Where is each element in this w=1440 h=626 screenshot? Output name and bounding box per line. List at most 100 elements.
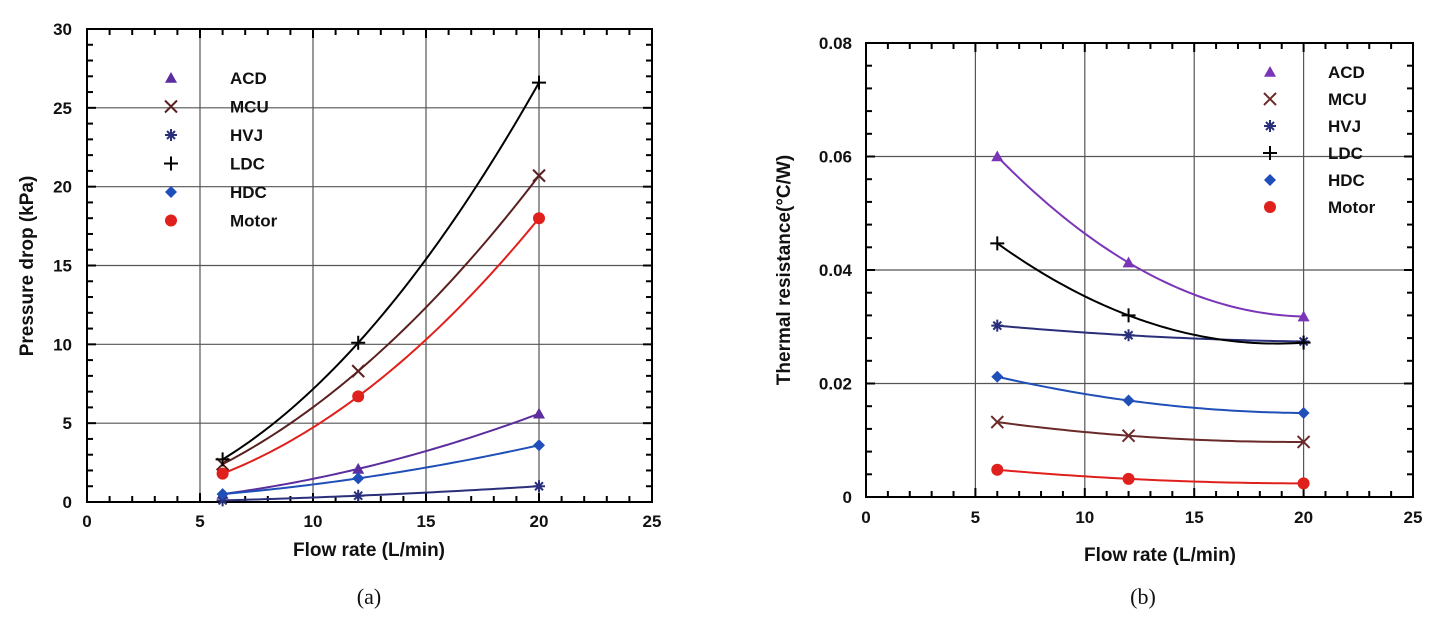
data-point-motor (1122, 472, 1135, 485)
data-point-ldc (215, 452, 230, 467)
data-point-ldc (1121, 308, 1136, 323)
legend-marker-ldc (164, 156, 178, 171)
legend-label: HDC (230, 183, 267, 202)
series-line-acd (222, 412, 540, 496)
data-point-hdc (1297, 407, 1310, 420)
chart-b: 0 5 10 15 20 25 0 0.02 0.04 0.06 0.08 Flow rate (L/… (774, 34, 1422, 609)
data-point-hdc (352, 472, 365, 485)
series-line-acd (996, 155, 1304, 318)
x-tick-label: 15 (417, 512, 436, 531)
series-line-mcu (997, 421, 1304, 443)
data-point-acd (533, 407, 545, 419)
legend-marker-motor (165, 214, 177, 227)
data-point-motor (352, 390, 365, 403)
legend-marker-mcu (164, 99, 178, 114)
legend-label: LDC (1328, 144, 1363, 163)
y-tick-label: 0 (63, 493, 72, 512)
data-point-acd (1122, 256, 1135, 268)
y-tick-label: 25 (53, 99, 72, 118)
data-point-hdc (1122, 394, 1135, 407)
legend-marker-ldc (1263, 146, 1277, 160)
x-tick-label: 0 (861, 508, 870, 527)
legend-marker-acd (1264, 66, 1276, 77)
legend: ACD MCU HVJ LDC HDC Motor (1263, 63, 1376, 217)
y-tick-label: 5 (63, 414, 72, 433)
x-axis-title: Flow rate (L/min) (1084, 545, 1236, 566)
series-line-motor (222, 217, 540, 475)
legend-label: Motor (1328, 198, 1376, 217)
data-point-ldc (351, 335, 366, 350)
data-point-mcu (1121, 429, 1136, 443)
x-tick-label: 25 (643, 512, 662, 531)
legend-label: Motor (230, 212, 278, 231)
legend-marker-acd (165, 72, 177, 83)
series-line-hdc (222, 444, 540, 496)
y-tick-label: 0.08 (819, 34, 852, 53)
y-tick-label: 10 (53, 335, 72, 354)
data-point-ldc (532, 75, 546, 90)
x-tick-label: 0 (82, 512, 91, 531)
series-line-hdc (997, 375, 1304, 415)
x-tick-label: 25 (1404, 508, 1423, 527)
y-tick-label: 0 (843, 488, 852, 507)
data-point-hvj (1122, 329, 1135, 342)
data-point-motor (216, 467, 229, 480)
data-point-mcu (1296, 435, 1311, 449)
series-line-mcu (222, 175, 540, 466)
data-point-hdc (533, 439, 545, 452)
legend-label: MCU (1328, 90, 1367, 109)
y-axis-title: Thermal resistance(°C/W) (774, 155, 795, 385)
x-tick-label: 15 (1185, 508, 1204, 527)
series-line-motor (997, 468, 1304, 485)
data-point-hdc (991, 370, 1004, 383)
data-point-mcu (990, 415, 1004, 429)
data-point-acd (1297, 310, 1310, 322)
data-point-hdc (216, 488, 229, 501)
x-axis-title: Flow rate (L/min) (293, 540, 445, 561)
legend-label: MCU (230, 98, 269, 117)
series-line-ldc (996, 242, 1304, 345)
chart-a: 0 5 10 15 20 25 0 5 10 15 20 25 30 Flow rate (L/min) P… (17, 20, 661, 609)
y-tick-label: 15 (53, 257, 72, 276)
data-point-ldc (990, 236, 1005, 251)
data-point-motor (533, 212, 545, 225)
data-point-motor (991, 463, 1004, 476)
y-axis-title: Pressure drop (kPa) (17, 176, 38, 357)
data-point-acd (352, 462, 365, 474)
x-tick-label: 20 (1294, 508, 1313, 527)
series-line-ldc (222, 82, 540, 461)
y-tick-label: 0.02 (819, 375, 852, 394)
data-point-motor (1297, 477, 1310, 490)
data-point-mcu (351, 364, 365, 378)
legend-label: ACD (1328, 63, 1365, 82)
data-point-hvj (216, 494, 229, 507)
y-tick-label: 20 (53, 178, 72, 197)
series-line-hvj (997, 324, 1304, 343)
legend-marker-mcu (1263, 92, 1277, 106)
x-tick-label: 5 (195, 512, 204, 531)
y-tick-label: 0.04 (819, 261, 853, 280)
legend-label: ACD (230, 69, 267, 88)
x-tick-label: 5 (971, 508, 980, 527)
legend-marker-hdc (1264, 174, 1276, 186)
series-line-hvj (222, 485, 540, 502)
legend-marker-hvj (1264, 120, 1276, 132)
legend-label: HDC (1328, 171, 1365, 190)
data-point-ldc (1296, 335, 1311, 350)
x-tick-label: 10 (1075, 508, 1094, 527)
x-tick-label: 10 (304, 512, 323, 531)
data-point-acd (991, 150, 1004, 162)
data-point-hvj (991, 319, 1004, 332)
figure-caption: (b) (1130, 584, 1156, 609)
legend-label: LDC (230, 155, 265, 174)
legend-marker-hdc (165, 186, 177, 198)
data-point-hvj (533, 480, 545, 493)
legend-marker-hvj (165, 129, 177, 141)
figure-caption: (a) (357, 584, 381, 609)
x-tick-label: 20 (530, 512, 549, 531)
legend-label: HVJ (230, 126, 263, 145)
y-tick-label: 30 (53, 20, 72, 39)
legend-label: HVJ (1328, 117, 1361, 136)
legend-marker-motor (1264, 201, 1276, 213)
